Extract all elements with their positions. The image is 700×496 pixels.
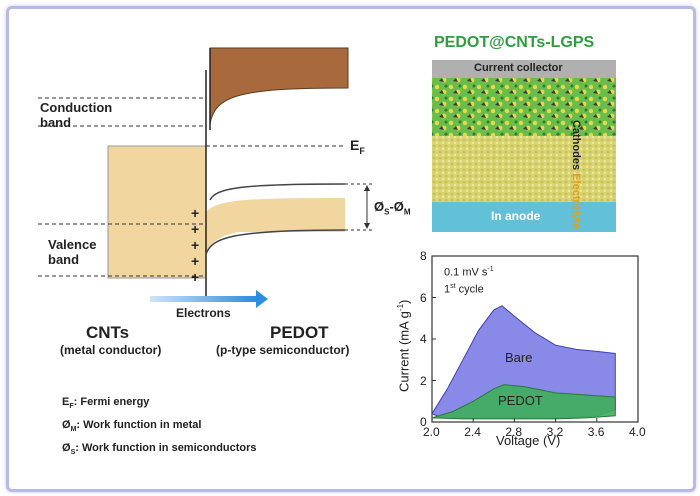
cnt-title: CNTs — [86, 323, 130, 342]
pedot-subtitle: (p-type semiconductor) — [216, 343, 350, 357]
y-tick-label: 4 — [420, 332, 427, 346]
scan-rate-label: 0.1 mV s-1 — [444, 266, 494, 279]
lower-band-curve — [205, 229, 346, 255]
series-area-pedot — [431, 384, 616, 420]
current-collector-label: Current collector — [474, 62, 563, 74]
x-tick-label: 2.8 — [505, 425, 523, 439]
legend: EF: Fermi energy ØM: Work function in me… — [62, 393, 257, 463]
y-tick-label: 8 — [420, 249, 427, 263]
x-tick-label: 4.0 — [629, 425, 646, 439]
electrons-label: Electrons — [176, 306, 231, 320]
legend-item-metal: ØM: Work function in metal — [62, 419, 202, 434]
fermi-level-label: EF — [350, 137, 365, 156]
electrons-arrow-body — [150, 296, 256, 302]
upper-band-curve — [209, 183, 346, 201]
plus-sign: + — [191, 269, 200, 285]
barrier-height-label: ØS-ØM — [374, 199, 411, 217]
x-tick-label: 3.6 — [587, 425, 605, 439]
conduction-band-label: Conduction band — [40, 100, 113, 130]
chart-annotation: 0.1 mV s-1 1st cycle — [444, 263, 494, 296]
anode-label: In anode — [491, 209, 541, 223]
electrons-arrow-head — [256, 290, 268, 308]
pedot-valence-region — [206, 198, 345, 252]
barrier-arrow-head-down — [364, 223, 370, 229]
valence-band-label: Valence band — [48, 237, 97, 267]
x-tick-label: 3.2 — [546, 425, 564, 439]
plus-sign: + — [191, 253, 200, 269]
cell-title: PEDOT@CNTs-LGPS — [434, 34, 595, 51]
pedot-title: PEDOT — [270, 323, 329, 342]
cathode-layer — [432, 78, 616, 136]
x-tick-label: 2.4 — [464, 425, 481, 439]
plus-sign: + — [191, 205, 200, 221]
cnt-band-block — [107, 145, 207, 279]
legend-item-fermi: EF: Fermi energy — [62, 396, 150, 411]
barrier-arrow-head-up — [364, 185, 370, 191]
series-label-pedot: PEDOT — [498, 393, 543, 408]
cnt-subtitle: (metal conductor) — [60, 343, 162, 357]
x-axis-label: Voltage (V) — [496, 433, 561, 448]
legend-item-semiconductor: ØS: Work function in semiconductors — [62, 442, 257, 457]
series-label-bare: Bare — [505, 350, 533, 365]
y-tick-label: 0 — [420, 415, 427, 429]
x-tick-label: 2.0 — [423, 425, 440, 439]
electrolyte-layer — [432, 136, 616, 202]
pedot-conduction-band — [209, 47, 349, 125]
plus-sign: + — [191, 237, 200, 253]
y-axis-label: Current (mA g-1) — [396, 299, 412, 392]
anode-layer — [432, 202, 616, 232]
plus-sign: + — [191, 221, 200, 237]
cycle-label: 1st cycle — [444, 282, 484, 296]
current-collector-layer — [432, 60, 616, 78]
y-tick-label: 6 — [420, 290, 427, 305]
y-tick-label: 2 — [420, 373, 427, 388]
